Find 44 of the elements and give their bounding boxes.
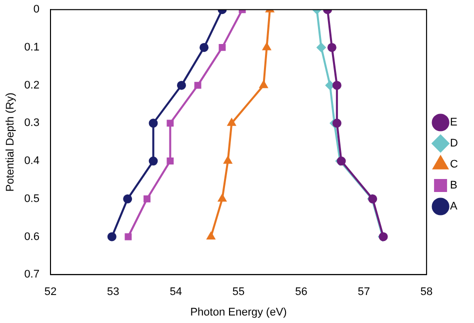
point [166, 158, 174, 165]
y-tick-label: 0 [33, 4, 40, 16]
point [206, 232, 215, 240]
point [262, 42, 271, 50]
x-axis-title: Photon Energy (eV) [190, 306, 287, 318]
y-tick-label: 0.5 [24, 192, 40, 205]
x-tick-label: 58 [420, 286, 433, 298]
y-tick-label: 0.3 [24, 117, 40, 130]
point [224, 156, 232, 164]
point [107, 232, 116, 242]
y-tick-label: 0.1 [24, 41, 40, 54]
legend-label: D [450, 138, 458, 150]
point [200, 42, 209, 52]
point [218, 194, 226, 202]
legend-label: A [450, 200, 458, 213]
y-tick-label: 0.2 [24, 79, 40, 92]
point [332, 118, 342, 128]
point [176, 80, 186, 90]
point [218, 44, 226, 51]
legend-label: C [450, 158, 458, 171]
point [148, 156, 158, 166]
y-tick-label: 0.7 [24, 268, 40, 281]
y-tick-label: 0.4 [24, 155, 40, 168]
x-tick-label: 57 [358, 286, 370, 298]
x-tick-label: 54 [170, 286, 182, 298]
y-axis-title: Potential Depth (Ry) [4, 92, 17, 192]
y-tick-label: 0.6 [24, 230, 40, 243]
legend-label: B [450, 180, 458, 192]
point [332, 80, 342, 90]
point [166, 120, 174, 127]
point [124, 233, 132, 240]
point [260, 80, 268, 88]
point [316, 42, 326, 52]
x-tick-label: 56 [295, 286, 308, 298]
x-tick-label: 53 [107, 286, 120, 298]
x-tick-label: 52 [44, 286, 57, 298]
point [228, 118, 236, 126]
legend-label: E [450, 116, 458, 129]
point [123, 194, 132, 204]
x-tick-label: 55 [232, 286, 245, 298]
point [194, 82, 202, 89]
point [148, 118, 158, 128]
point [327, 42, 336, 52]
point [144, 195, 150, 202]
